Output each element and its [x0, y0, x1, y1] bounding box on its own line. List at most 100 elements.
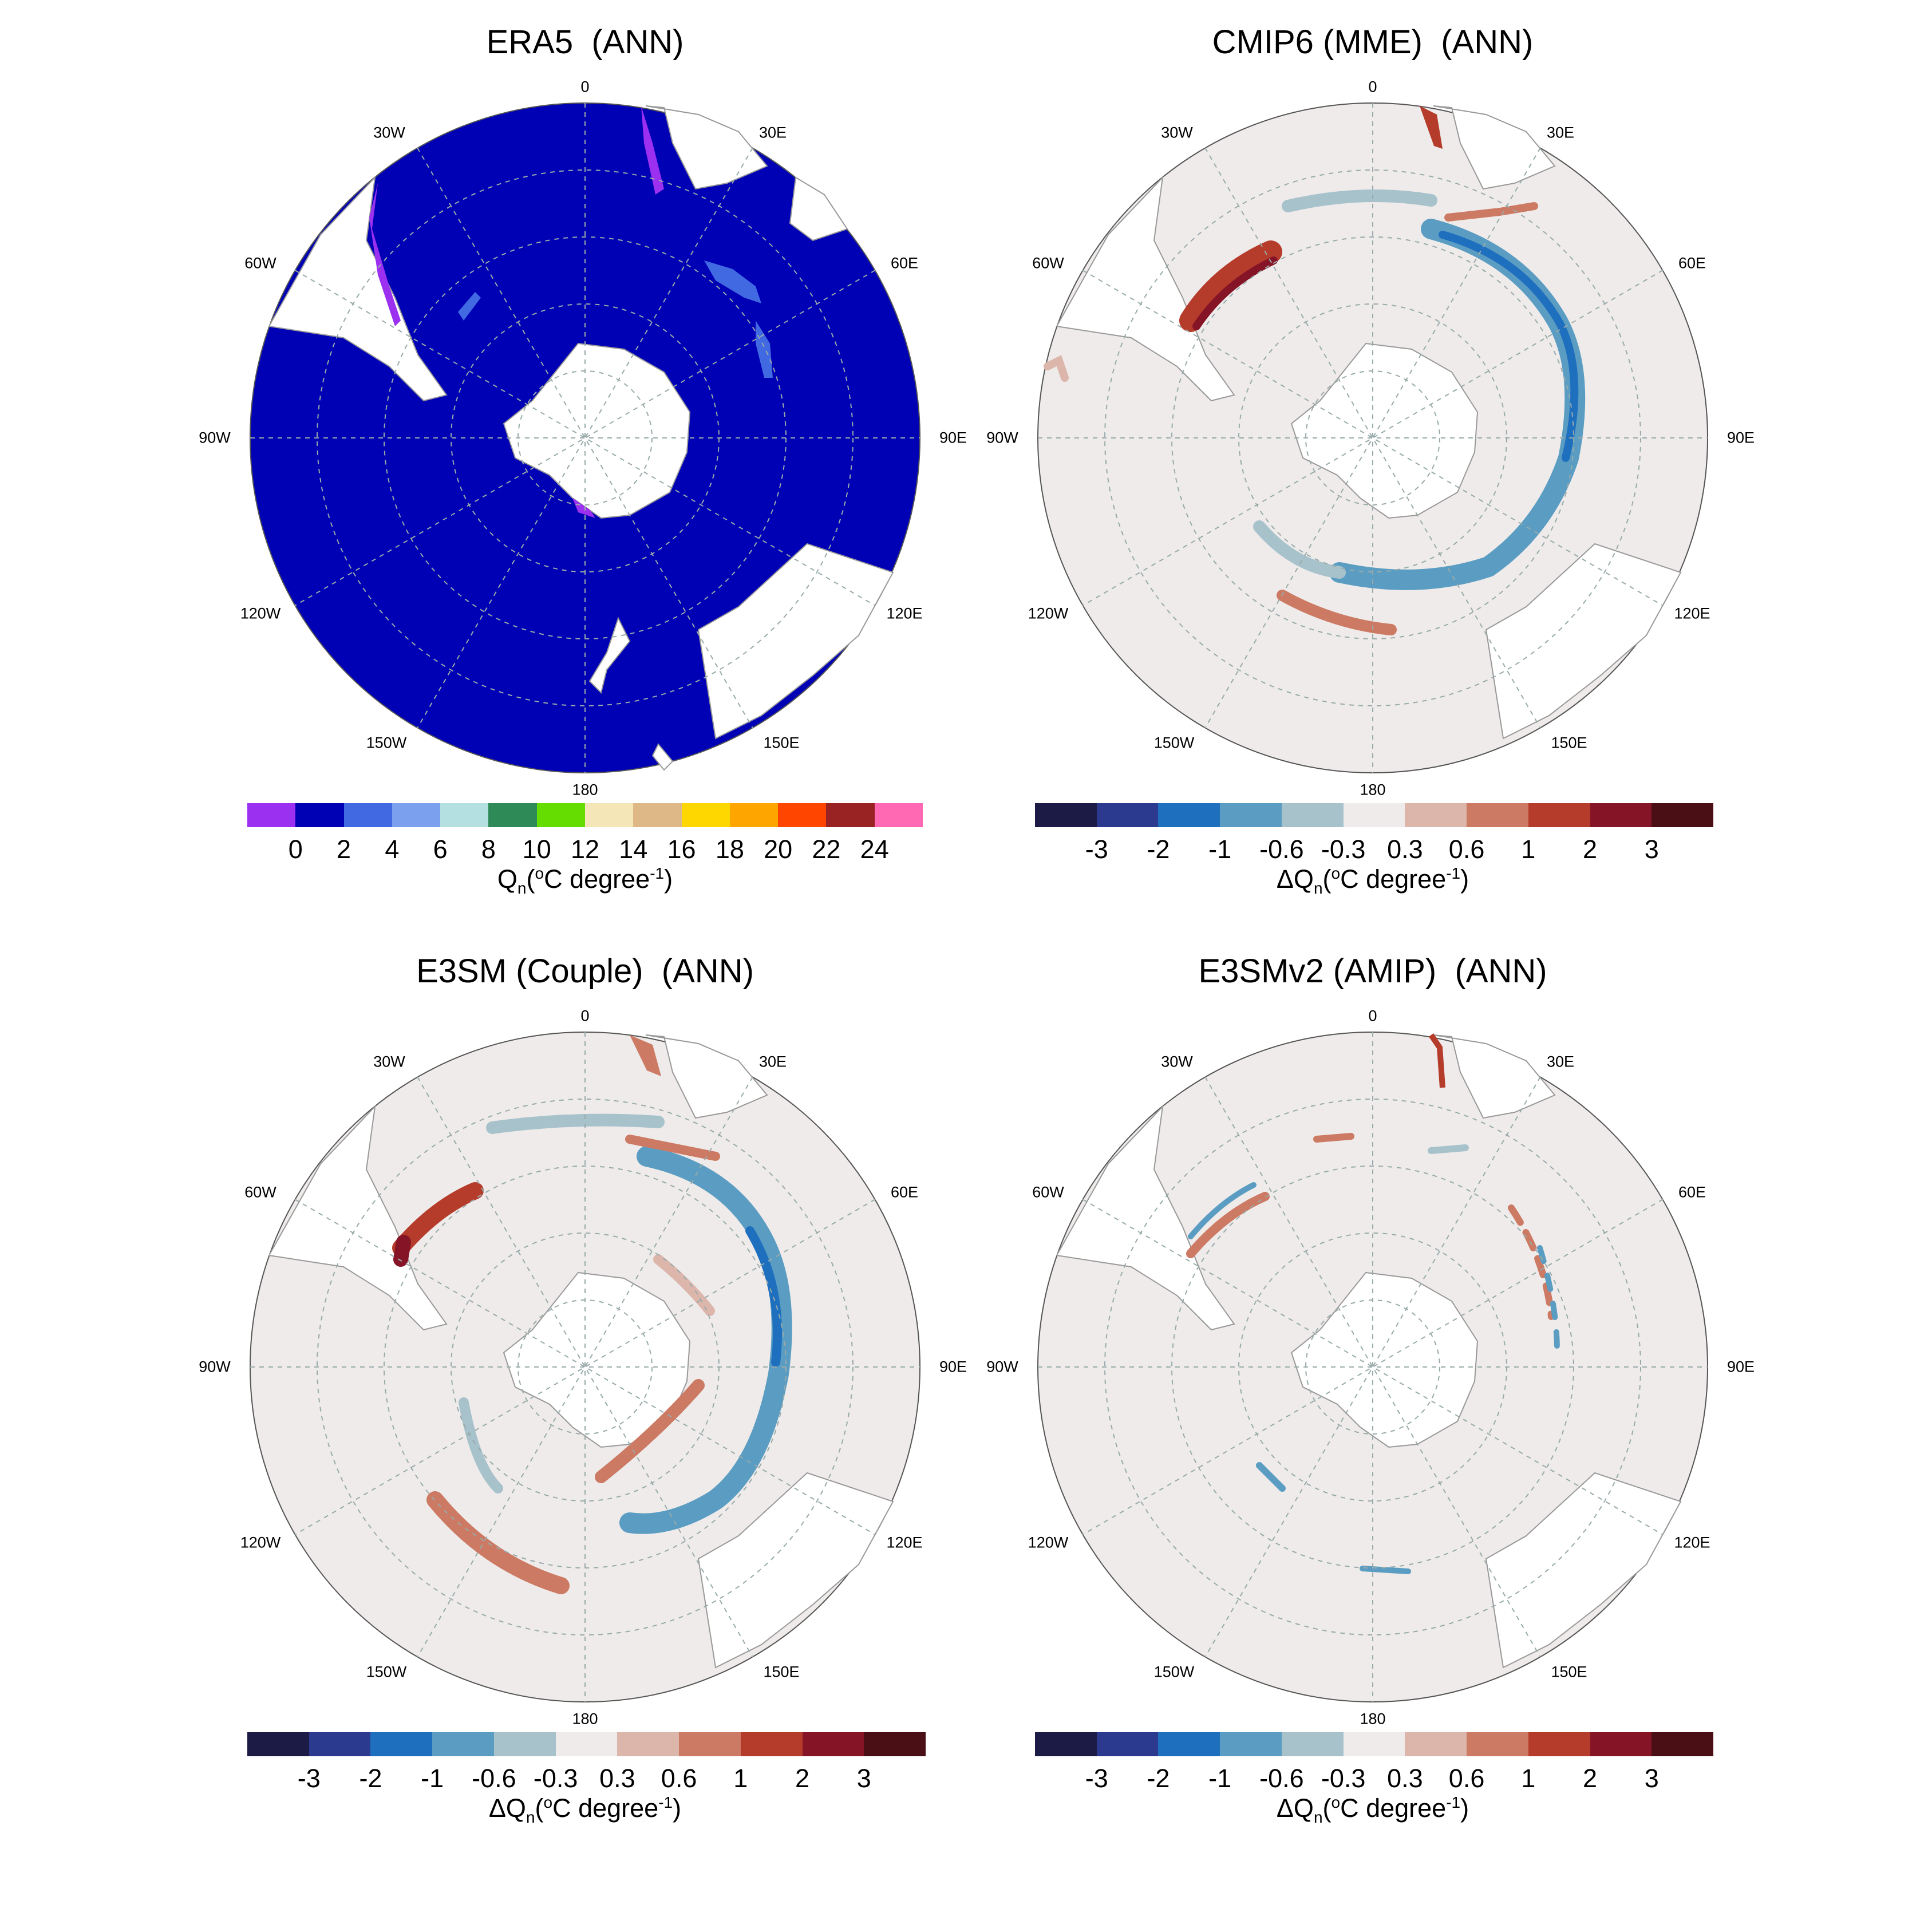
lon-label-120w: 120W — [1028, 1534, 1069, 1551]
colorbar-tick-label: 0.6 — [1448, 1764, 1485, 1793]
colorbar-tick-label: 2 — [337, 835, 351, 864]
lon-label-180: 180 — [1360, 1710, 1386, 1728]
colorbar-tick-label: 22 — [812, 835, 841, 864]
lon-label-30w: 30W — [1161, 1053, 1193, 1070]
panel-title: ERA5 (ANN) — [486, 23, 684, 61]
lon-label-150w: 150W — [366, 734, 407, 752]
lon-label-120e: 120E — [886, 605, 923, 622]
lon-label-120w: 120W — [240, 1534, 281, 1551]
colorbar-swatch — [1096, 1732, 1159, 1756]
panel-title: E3SM (Couple) (ANN) — [416, 953, 754, 990]
lon-label-90e: 90E — [939, 429, 967, 447]
lon-label-90e: 90E — [1726, 1358, 1755, 1376]
colorbar-tick-label: 1 — [733, 1764, 748, 1793]
lon-label-60e: 60E — [890, 254, 919, 272]
colorbar-tick-label: 4 — [385, 835, 400, 864]
lon-label-120w: 120W — [240, 605, 281, 622]
colorbar-tick-label: -3 — [297, 1764, 321, 1793]
colorbar-tick-label: 0 — [288, 835, 303, 864]
colorbar-swatch — [247, 803, 296, 827]
lon-label-90e: 90E — [1726, 429, 1755, 447]
colorbar-tick-label: 2 — [1583, 835, 1598, 864]
colorbar-tick-label: 3 — [856, 1764, 871, 1793]
lon-label-150e: 150E — [1551, 1663, 1587, 1681]
colorbar-swatch — [1590, 1732, 1652, 1756]
colorbar-tick-label: -0.3 — [1321, 835, 1366, 864]
lon-label-60w: 60W — [244, 1183, 276, 1201]
colorbar-tick-label: -1 — [1208, 1764, 1232, 1793]
colorbar-swatch — [1035, 1732, 1097, 1756]
colorbar-swatch — [617, 1732, 679, 1756]
lon-label-150w: 150W — [366, 1663, 407, 1681]
colorbar-tick-label: -2 — [1147, 835, 1170, 864]
colorbar-tick-label: 14 — [619, 835, 648, 864]
colorbar-swatch — [432, 1732, 494, 1756]
lon-label-120w: 120W — [1028, 605, 1069, 622]
lon-label-150e: 150E — [763, 1663, 800, 1681]
lon-label-180: 180 — [572, 781, 598, 799]
colorbar-tick-label: 2 — [795, 1764, 810, 1793]
colorbar-tick-label: 10 — [522, 835, 551, 864]
colorbar-swatch — [633, 803, 682, 827]
colorbar-swatch — [681, 803, 730, 827]
colorbar-tick-label: -2 — [1147, 1764, 1170, 1793]
colorbar-swatch — [1405, 1732, 1467, 1756]
colorbar-swatch — [826, 803, 875, 827]
colorbar-tick-label: 20 — [764, 835, 793, 864]
colorbar-tick-label: 3 — [1644, 835, 1659, 864]
lon-label-30w: 30W — [373, 124, 405, 141]
colorbar-tick-label: 1 — [1521, 1764, 1536, 1793]
lon-label-90w: 90W — [199, 1358, 231, 1376]
colorbar-swatch — [778, 803, 827, 827]
colorbar-swatch — [1158, 1732, 1220, 1756]
colorbar-swatch — [536, 803, 585, 827]
colorbar-tick-label: 0.6 — [1448, 835, 1485, 864]
colorbar-label: Qn(oC degree-1) — [497, 864, 673, 897]
colorbar-swatch — [392, 803, 441, 827]
colorbar-swatch — [1652, 1732, 1714, 1756]
colorbar-tick-label: -0.6 — [1259, 835, 1304, 864]
lon-label-150e: 150E — [1551, 734, 1587, 752]
panel-title: CMIP6 (MME) (ANN) — [1212, 23, 1534, 61]
lon-label-0: 0 — [580, 1007, 590, 1025]
lon-label-60e: 60E — [890, 1183, 919, 1201]
lon-label-150w: 150W — [1153, 734, 1195, 752]
colorbar-label: ΔQn(oC degree-1) — [1276, 1793, 1469, 1826]
lon-label-0: 0 — [1368, 78, 1377, 96]
colorbar-swatch — [1528, 1732, 1590, 1756]
colorbar — [1035, 803, 1714, 827]
colorbar-tick-label: 18 — [715, 835, 744, 864]
panel-title: E3SMv2 (AMIP) (ANN) — [1198, 953, 1547, 990]
colorbar-swatch — [343, 803, 392, 827]
colorbar-tick-label: 0.6 — [661, 1764, 697, 1793]
colorbar-swatch — [802, 1732, 864, 1756]
lon-label-180: 180 — [1360, 781, 1386, 799]
colorbar-swatch — [1158, 803, 1220, 827]
lon-label-60w: 60W — [244, 254, 276, 272]
colorbar-tick-label: -0.6 — [472, 1764, 516, 1793]
lon-label-30w: 30W — [373, 1053, 405, 1070]
colorbar-swatch — [584, 803, 634, 827]
colorbar-swatch — [1467, 1732, 1528, 1756]
lon-label-0: 0 — [580, 78, 590, 96]
colorbar-tick-label: 0.3 — [1387, 835, 1423, 864]
colorbar-tick-label: 0.3 — [599, 1764, 635, 1793]
lon-label-150e: 150E — [763, 734, 800, 752]
colorbar-tick-label: -3 — [1085, 835, 1108, 864]
colorbar — [247, 803, 923, 827]
colorbar-tick-label: 24 — [860, 835, 889, 864]
colorbar-tick-label: -1 — [421, 1764, 444, 1793]
lon-label-0: 0 — [1368, 1007, 1377, 1025]
lon-label-90e: 90E — [939, 1358, 967, 1376]
colorbar-swatch — [1281, 1732, 1344, 1756]
colorbar-label: ΔQn(oC degree-1) — [1276, 864, 1469, 897]
colorbar-tick-label: 16 — [667, 835, 696, 864]
colorbar-swatch — [1652, 803, 1714, 827]
colorbar-swatch — [1220, 1732, 1282, 1756]
lon-label-180: 180 — [572, 1710, 598, 1728]
colorbar-swatch — [555, 1732, 618, 1756]
